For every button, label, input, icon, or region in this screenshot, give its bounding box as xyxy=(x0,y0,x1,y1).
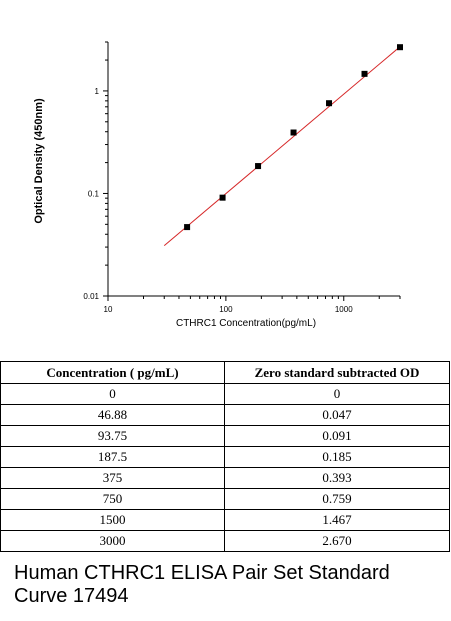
data-points-group xyxy=(184,44,403,231)
figure-caption: Human CTHRC1 ELISA Pair Set Standard Cur… xyxy=(14,562,390,607)
table-row: 93.75 0.091 xyxy=(0,425,450,447)
x-tick-label: 100 xyxy=(219,305,233,314)
data-point xyxy=(361,70,368,77)
y-tick-label: 0.1 xyxy=(88,189,100,198)
chart-axes xyxy=(107,42,400,297)
chart-svg: 10 100 1000 0.01 0.1 1 CTHRC1 Concentration(p… xyxy=(33,41,403,329)
cell-concentration: 375 xyxy=(0,467,225,489)
cell-od: 0 xyxy=(224,383,450,405)
cell-concentration: 187.5 xyxy=(0,446,225,468)
column-header-concentration: Concentration ( pg/mL) xyxy=(0,361,225,384)
data-point xyxy=(219,194,226,201)
cell-concentration: 3000 xyxy=(0,530,225,552)
cell-concentration: 0 xyxy=(0,383,225,405)
y-tick-label: 1 xyxy=(95,87,100,96)
cell-od: 2.670 xyxy=(224,530,450,552)
y-tick-label: 0.01 xyxy=(83,292,99,301)
x-tick-label: 10 xyxy=(104,305,113,314)
cell-od: 0.393 xyxy=(224,467,450,489)
table-row: 0 0 xyxy=(0,383,450,405)
x-tick-label: 1000 xyxy=(335,305,353,314)
cell-concentration: 750 xyxy=(0,488,225,510)
data-point xyxy=(255,163,262,170)
table-row: 3000 2.670 xyxy=(0,530,450,552)
table-row: 187.5 0.185 xyxy=(0,446,450,468)
y-axis-title: Optical Density (450nm) xyxy=(33,98,45,224)
cell-concentration: 1500 xyxy=(0,509,225,531)
x-axis-title: CTHRC1 Concentration(pg/mL) xyxy=(176,318,316,329)
cell-concentration: 93.75 xyxy=(0,425,225,447)
table-row: 1500 1.467 xyxy=(0,509,450,531)
cell-od: 0.047 xyxy=(224,404,450,426)
table-row: 750 0.759 xyxy=(0,488,450,510)
data-point xyxy=(290,129,297,136)
cell-od: 0.091 xyxy=(224,425,450,447)
column-header-od: Zero standard subtracted OD xyxy=(224,361,450,384)
table-row: 375 0.393 xyxy=(0,467,450,489)
chart-ticks: 10 100 1000 0.01 0.1 1 xyxy=(83,41,401,314)
fit-line-group xyxy=(163,46,401,246)
table-header-row: Concentration ( pg/mL) Zero standard sub… xyxy=(0,361,450,384)
cell-od: 0.185 xyxy=(224,446,450,468)
data-point xyxy=(326,100,333,107)
cell-od: 0.759 xyxy=(224,488,450,510)
data-point xyxy=(397,44,403,51)
cell-concentration: 46.88 xyxy=(0,404,225,426)
data-point xyxy=(184,224,191,231)
standard-curve-chart: 10 100 1000 0.01 0.1 1 CTHRC1 Concentration(p… xyxy=(33,41,403,329)
standard-curve-table: Concentration ( pg/mL) Zero standard sub… xyxy=(0,361,450,552)
cell-od: 1.467 xyxy=(224,509,450,531)
fit-line xyxy=(163,46,401,246)
table-row: 46.88 0.047 xyxy=(0,404,450,426)
